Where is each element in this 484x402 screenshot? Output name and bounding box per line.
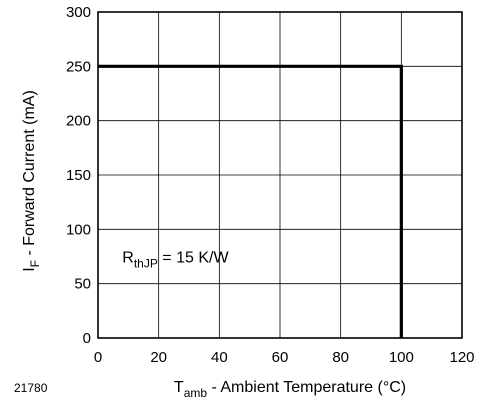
thermal-resistance-annotation: RthJP = 15 K/W [122, 250, 229, 271]
plot-frame [97, 11, 463, 339]
y-axis-label: IF - Forward Current (mA) [21, 90, 42, 272]
series-group [98, 64, 403, 338]
x-tick-labels: 0 20 40 60 80 100 120 [94, 349, 475, 366]
x-axis-label: Tamb - Ambient Temperature (°C) [174, 379, 406, 400]
y-tick-label-150: 150 [66, 167, 91, 184]
y-tick-label-300: 300 [66, 4, 91, 21]
series-line-0 [98, 64, 403, 338]
y-tick-label-50: 50 [74, 276, 91, 293]
x-tick-label-40: 40 [211, 349, 228, 366]
y-tick-label-100: 100 [66, 221, 91, 238]
x-tick-label-80: 80 [332, 349, 349, 366]
x-tick-label-120: 120 [449, 349, 474, 366]
y-tick-label-200: 200 [66, 113, 91, 130]
y-tick-labels: 0 50 100 150 200 250 300 [66, 4, 91, 347]
grid-lines [97, 11, 463, 339]
x-tick-label-60: 60 [272, 349, 289, 366]
x-tick-label-100: 100 [389, 349, 414, 366]
x-tick-label-0: 0 [94, 349, 102, 366]
y-tick-label-250: 250 [66, 58, 91, 75]
x-tick-label-20: 20 [150, 349, 167, 366]
y-tick-label-0: 0 [83, 330, 91, 347]
figure-number: 21780 [14, 381, 48, 395]
